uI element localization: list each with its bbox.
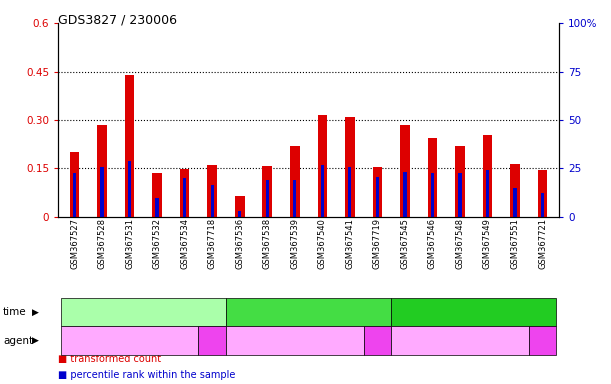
Bar	[266, 180, 269, 217]
Bar	[207, 165, 217, 217]
Bar	[155, 198, 159, 217]
Text: ■ transformed count: ■ transformed count	[58, 354, 161, 364]
Bar	[100, 167, 104, 217]
Text: saline: saline	[365, 336, 390, 345]
Text: saline: saline	[530, 336, 555, 345]
Text: pilocarpine: pilocarpine	[266, 336, 324, 346]
Bar	[431, 173, 434, 217]
Bar	[483, 134, 492, 217]
Text: immediate: immediate	[445, 307, 502, 317]
Text: 7 days post-SE: 7 days post-SE	[270, 307, 347, 317]
Bar	[235, 196, 244, 217]
Bar	[152, 173, 162, 217]
Bar	[458, 173, 462, 217]
Bar	[293, 180, 296, 217]
Bar	[400, 125, 410, 217]
Bar	[97, 125, 107, 217]
Bar	[376, 177, 379, 217]
Bar	[263, 166, 272, 217]
Bar	[373, 167, 382, 217]
Bar	[403, 172, 406, 217]
Bar	[455, 146, 465, 217]
Bar	[486, 170, 489, 217]
Text: ▶: ▶	[32, 336, 38, 345]
Bar	[128, 161, 131, 217]
Bar	[510, 164, 520, 217]
Bar	[348, 167, 351, 217]
Text: agent: agent	[3, 336, 33, 346]
Bar	[541, 193, 544, 217]
Bar	[183, 178, 186, 217]
Bar	[180, 169, 189, 217]
Bar	[238, 210, 241, 217]
Bar	[70, 152, 79, 217]
Text: pilocarpine: pilocarpine	[101, 336, 159, 346]
Bar	[513, 188, 517, 217]
Bar	[125, 75, 134, 217]
Text: saline: saline	[200, 336, 225, 345]
Text: ■ percentile rank within the sample: ■ percentile rank within the sample	[58, 370, 235, 380]
Text: pilocarpine: pilocarpine	[431, 336, 489, 346]
Bar	[318, 115, 327, 217]
Bar	[290, 146, 299, 217]
Bar	[538, 170, 547, 217]
Text: time: time	[3, 307, 27, 317]
Bar	[211, 185, 214, 217]
Bar	[321, 165, 324, 217]
Bar	[428, 138, 437, 217]
Text: ▶: ▶	[32, 308, 38, 316]
Bar	[73, 173, 76, 217]
Text: GDS3827 / 230006: GDS3827 / 230006	[58, 13, 177, 26]
Text: 3 days post-SE: 3 days post-SE	[104, 307, 182, 317]
Bar	[345, 117, 354, 217]
